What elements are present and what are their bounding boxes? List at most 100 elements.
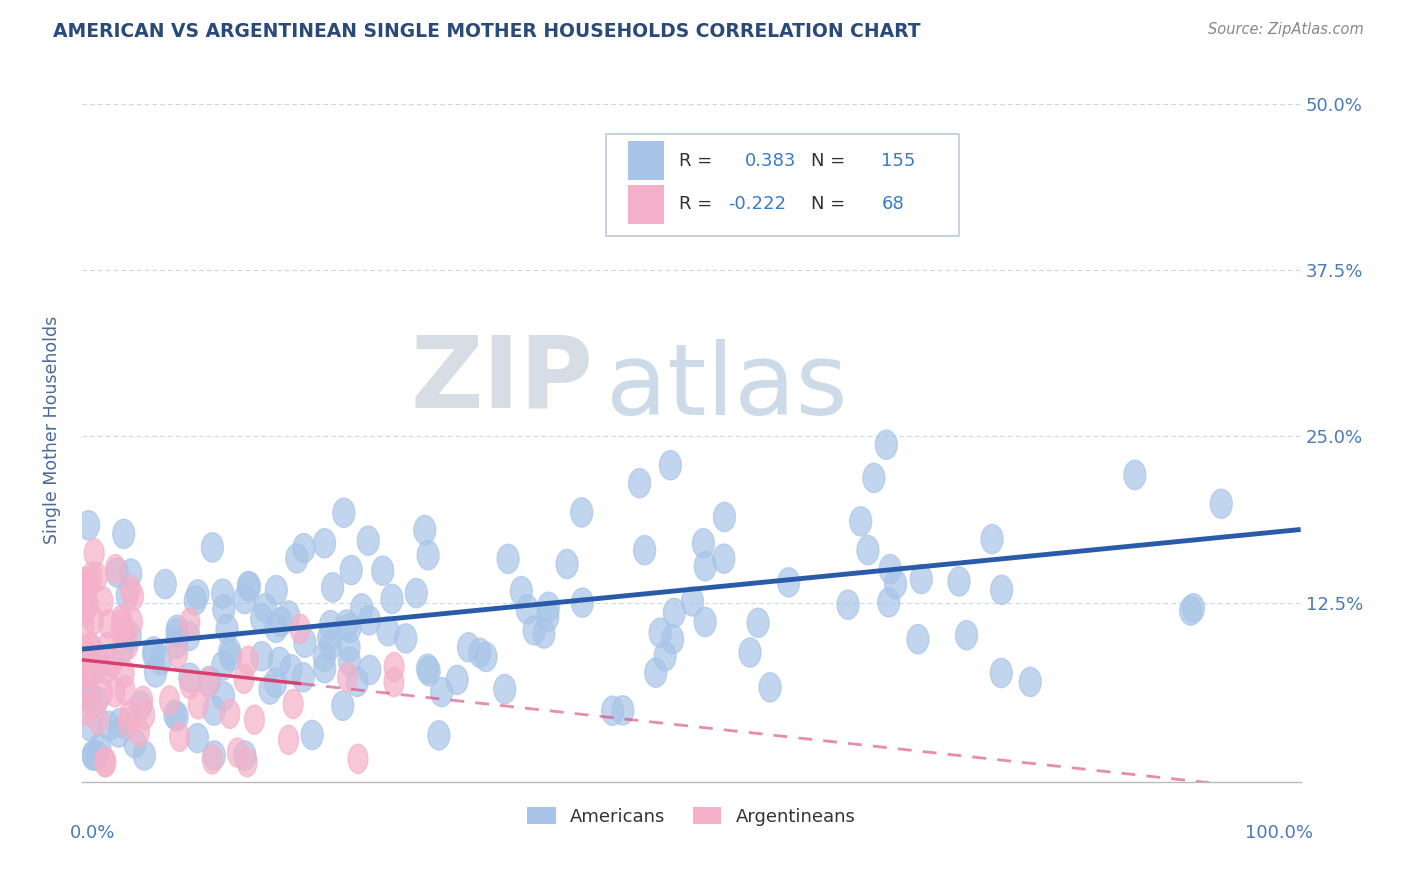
Ellipse shape <box>523 615 546 645</box>
Ellipse shape <box>120 574 141 604</box>
Ellipse shape <box>160 686 180 715</box>
Ellipse shape <box>292 663 314 692</box>
Ellipse shape <box>73 697 93 726</box>
Ellipse shape <box>628 468 651 498</box>
Ellipse shape <box>73 676 94 706</box>
Ellipse shape <box>346 667 368 697</box>
Ellipse shape <box>270 607 292 637</box>
Ellipse shape <box>114 658 134 688</box>
Ellipse shape <box>77 673 97 703</box>
Text: 68: 68 <box>882 195 904 213</box>
Ellipse shape <box>337 663 357 692</box>
Ellipse shape <box>75 567 94 597</box>
Ellipse shape <box>79 570 98 599</box>
Ellipse shape <box>384 652 404 681</box>
Ellipse shape <box>87 741 108 770</box>
Ellipse shape <box>446 665 468 695</box>
Ellipse shape <box>571 498 592 527</box>
Ellipse shape <box>692 529 714 558</box>
Ellipse shape <box>129 691 152 721</box>
Ellipse shape <box>201 533 224 562</box>
Ellipse shape <box>115 675 135 705</box>
Ellipse shape <box>269 648 291 676</box>
Ellipse shape <box>430 678 453 706</box>
Ellipse shape <box>134 741 156 770</box>
Ellipse shape <box>212 595 235 624</box>
Ellipse shape <box>333 498 354 527</box>
Ellipse shape <box>498 544 519 574</box>
Ellipse shape <box>314 654 336 683</box>
Ellipse shape <box>612 696 634 725</box>
Text: N =: N = <box>811 195 851 213</box>
Ellipse shape <box>97 632 117 662</box>
Text: atlas: atlas <box>606 339 848 436</box>
Ellipse shape <box>118 631 138 659</box>
Ellipse shape <box>233 741 256 770</box>
Ellipse shape <box>266 613 287 642</box>
Ellipse shape <box>145 657 166 687</box>
Ellipse shape <box>292 533 315 563</box>
Ellipse shape <box>202 745 222 774</box>
Ellipse shape <box>294 628 316 657</box>
Ellipse shape <box>93 678 112 707</box>
Ellipse shape <box>645 658 666 687</box>
Ellipse shape <box>377 616 399 646</box>
Ellipse shape <box>516 595 538 624</box>
Ellipse shape <box>571 588 593 617</box>
Ellipse shape <box>266 575 287 605</box>
Ellipse shape <box>143 640 165 669</box>
Ellipse shape <box>634 535 655 565</box>
Ellipse shape <box>129 717 149 747</box>
Ellipse shape <box>285 544 308 573</box>
Ellipse shape <box>990 658 1012 688</box>
Ellipse shape <box>165 700 186 730</box>
Ellipse shape <box>93 587 112 615</box>
Ellipse shape <box>80 634 100 663</box>
Text: R =: R = <box>679 152 718 169</box>
Ellipse shape <box>228 738 247 767</box>
Ellipse shape <box>863 463 884 492</box>
Text: 0.0%: 0.0% <box>70 824 115 842</box>
Ellipse shape <box>371 556 394 585</box>
Ellipse shape <box>879 555 901 583</box>
Ellipse shape <box>981 524 1002 554</box>
Ellipse shape <box>245 705 264 734</box>
Ellipse shape <box>239 646 259 675</box>
Ellipse shape <box>359 606 380 635</box>
Ellipse shape <box>179 663 201 692</box>
Ellipse shape <box>75 609 94 639</box>
Ellipse shape <box>94 747 114 777</box>
Ellipse shape <box>695 551 716 581</box>
Ellipse shape <box>336 610 357 639</box>
Ellipse shape <box>75 666 97 696</box>
Ellipse shape <box>650 618 671 648</box>
Ellipse shape <box>124 729 146 758</box>
Ellipse shape <box>187 723 208 753</box>
Ellipse shape <box>250 604 273 633</box>
Ellipse shape <box>418 657 440 686</box>
Ellipse shape <box>319 631 342 659</box>
Ellipse shape <box>111 615 131 644</box>
Ellipse shape <box>111 634 134 664</box>
Ellipse shape <box>107 558 128 587</box>
FancyBboxPatch shape <box>606 134 959 236</box>
Ellipse shape <box>405 579 427 607</box>
Ellipse shape <box>713 544 735 574</box>
Ellipse shape <box>877 588 900 617</box>
Ellipse shape <box>280 655 302 684</box>
Ellipse shape <box>339 614 361 642</box>
Ellipse shape <box>314 529 336 558</box>
Text: R =: R = <box>679 195 718 213</box>
Ellipse shape <box>475 642 496 672</box>
Ellipse shape <box>110 708 131 738</box>
Ellipse shape <box>83 657 103 687</box>
Text: N =: N = <box>811 152 851 169</box>
Ellipse shape <box>290 615 309 643</box>
Ellipse shape <box>87 562 107 591</box>
Ellipse shape <box>89 705 108 734</box>
Ellipse shape <box>349 744 368 773</box>
Ellipse shape <box>359 656 381 684</box>
Ellipse shape <box>83 606 104 635</box>
Ellipse shape <box>1180 596 1202 625</box>
Ellipse shape <box>1182 593 1205 623</box>
